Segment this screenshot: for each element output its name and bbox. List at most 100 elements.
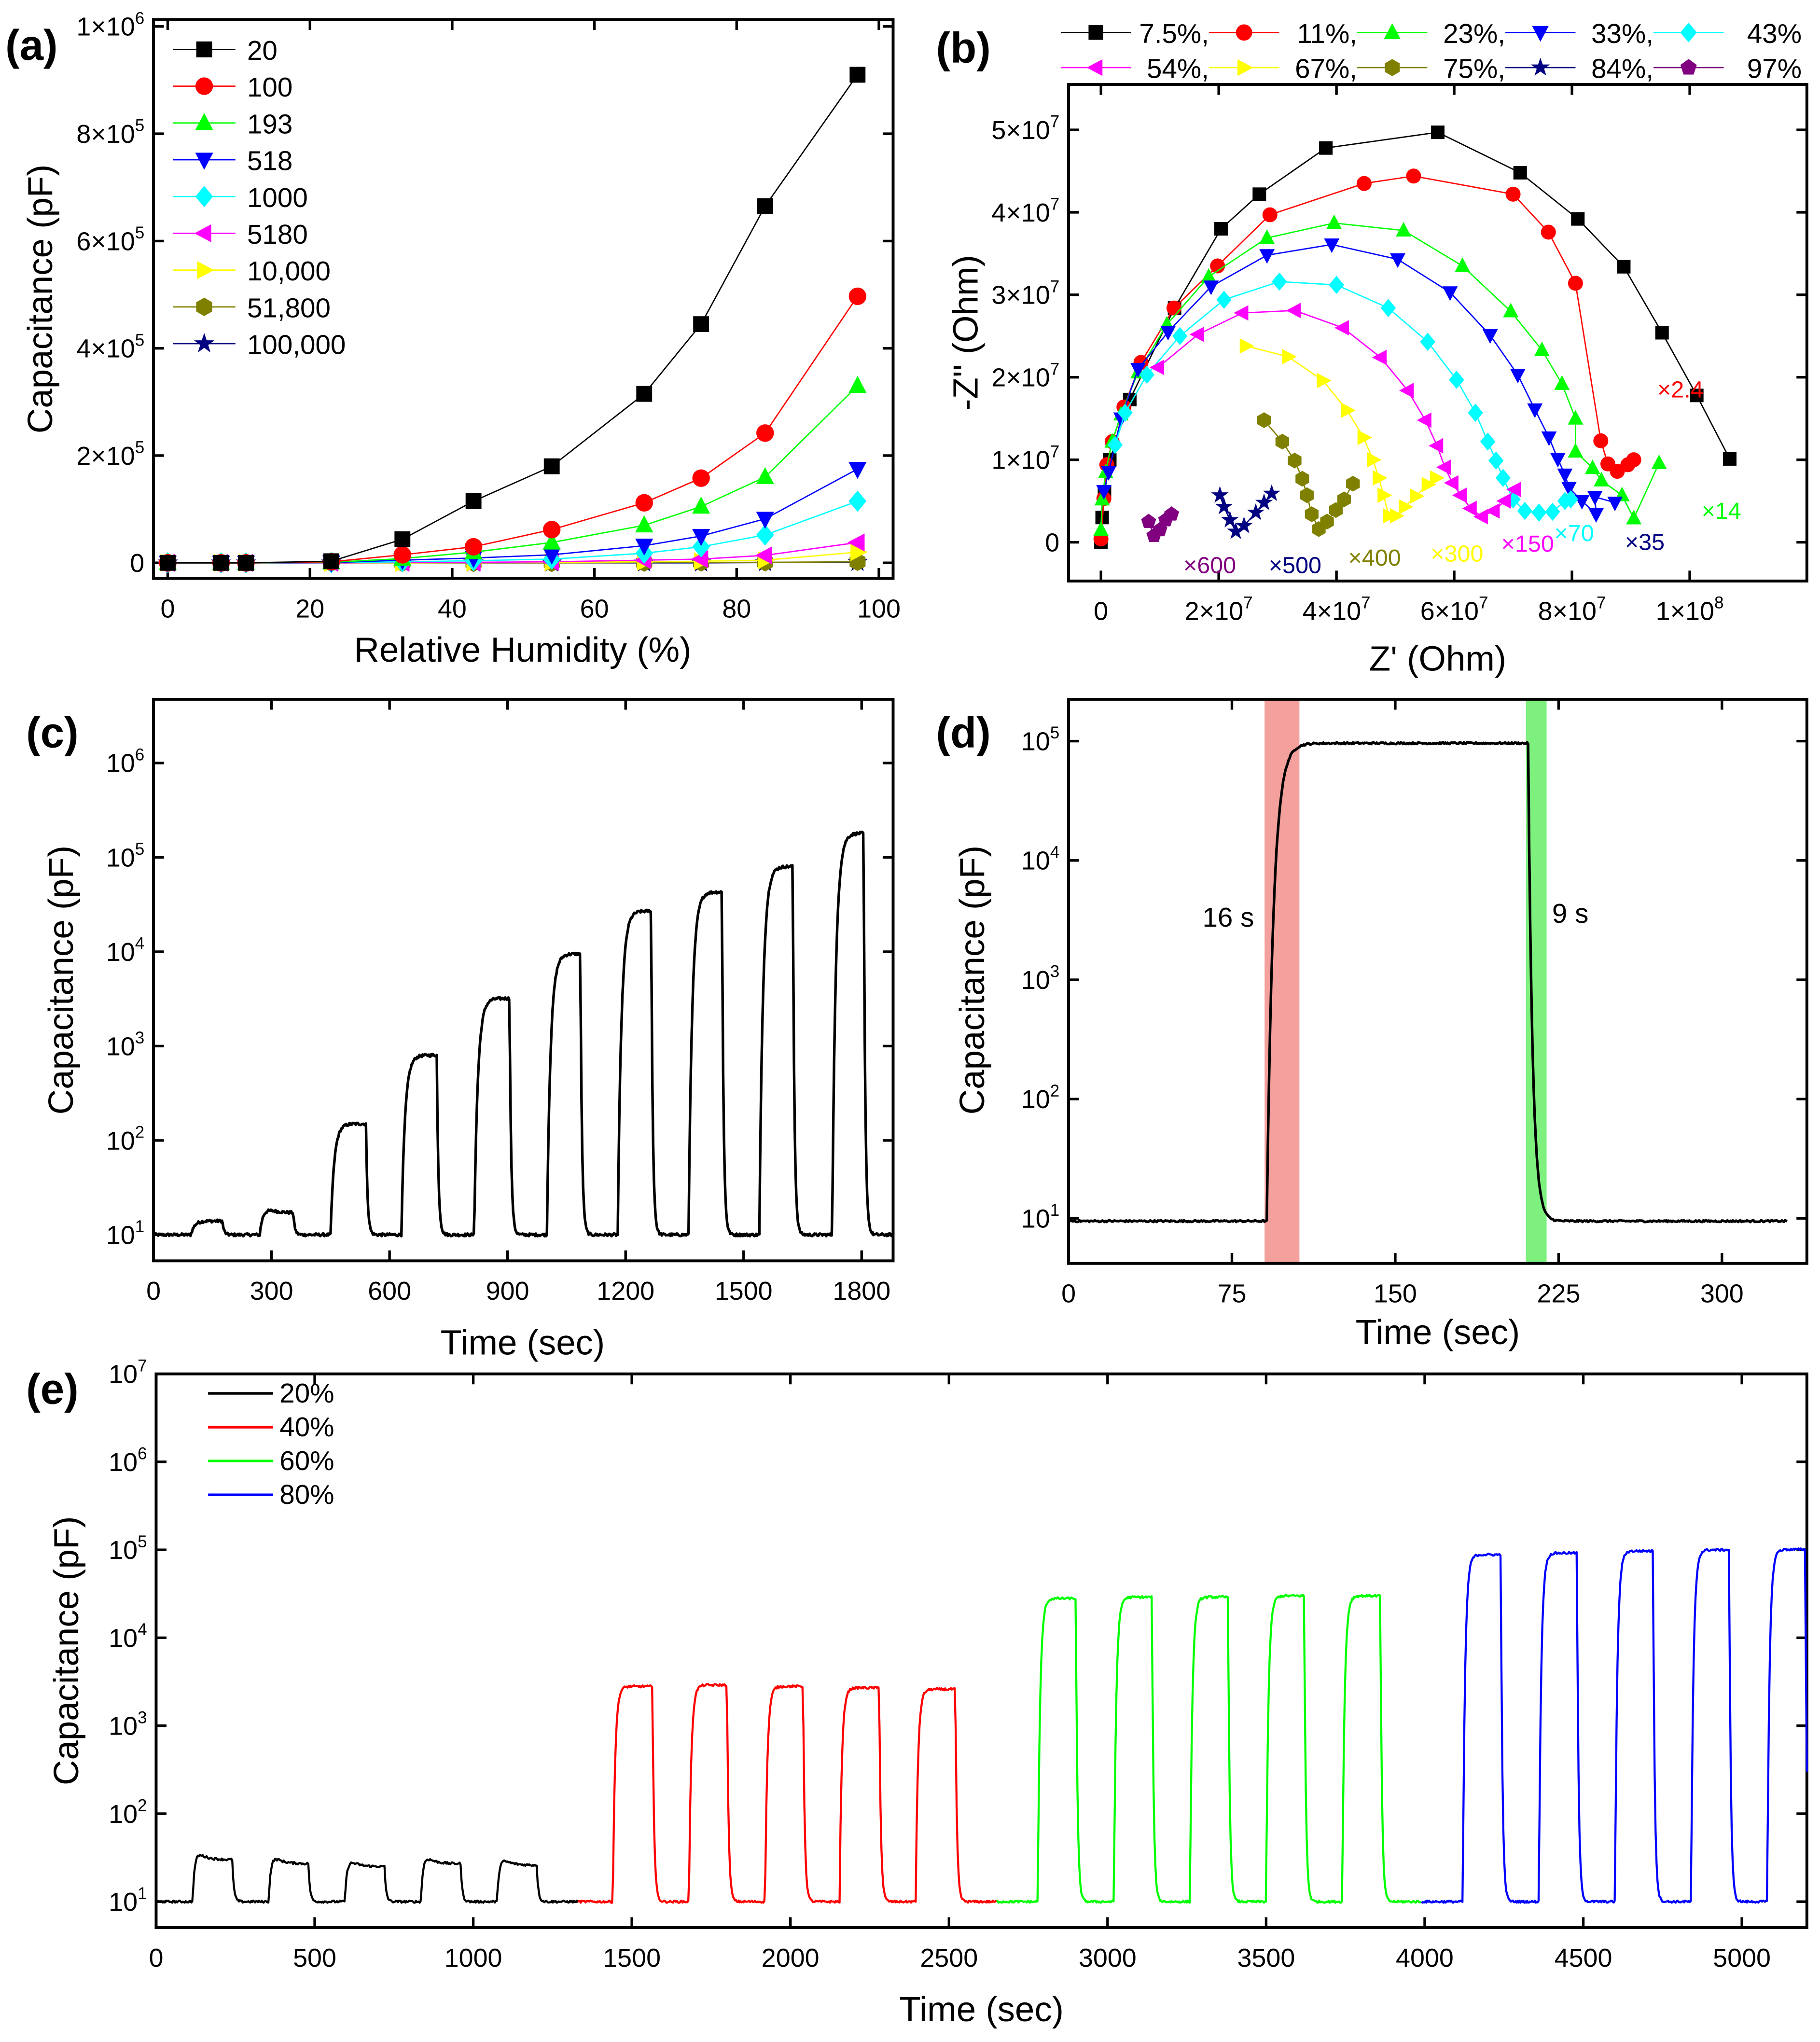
data-point <box>1096 485 1112 500</box>
series-20 <box>160 67 866 571</box>
panel-label-c: (c) <box>26 709 79 757</box>
data-point <box>848 375 867 393</box>
data-point <box>847 533 865 552</box>
legend-entry: 10,000 <box>173 256 331 286</box>
panel-label-a: (a) <box>5 21 58 69</box>
data-point <box>465 493 482 509</box>
y-tick-label: 101 <box>109 1884 147 1917</box>
data-point <box>464 538 483 556</box>
data-point <box>1396 222 1412 237</box>
x-axis-title-a: Relative Humidity (%) <box>354 630 691 669</box>
data-point <box>1262 207 1278 222</box>
data-point <box>1203 280 1219 295</box>
legend-label: 10,000 <box>247 256 331 286</box>
data-point <box>1329 276 1344 294</box>
x-tick-label: 60 <box>580 594 609 623</box>
data-point <box>1373 470 1388 486</box>
x-tick-label: 6×107 <box>1420 593 1488 625</box>
scale-factor-annotation: ×500 <box>1269 553 1321 579</box>
data-point <box>1690 389 1704 403</box>
x-tick-label: 1200 <box>597 1277 654 1306</box>
data-point <box>1341 403 1356 418</box>
scale-factor-annotation: ×300 <box>1431 541 1483 567</box>
scale-factor-annotation: ×150 <box>1501 531 1554 557</box>
panel-label-d: (d) <box>936 709 990 757</box>
data-point <box>692 536 710 557</box>
legend-marker <box>1088 25 1103 40</box>
legend-entry: 7.5%, <box>1060 18 1209 49</box>
data-point <box>1235 516 1253 533</box>
data-point <box>1541 224 1556 240</box>
data-point <box>1550 453 1566 468</box>
data-point <box>1485 503 1500 519</box>
legend-label: 100,000 <box>247 330 346 360</box>
data-point <box>1505 186 1521 202</box>
legend-entry: 100,000 <box>173 330 346 360</box>
x-tick-label: 20 <box>295 594 324 623</box>
series-84 <box>1211 484 1281 539</box>
x-tick-label: 300 <box>1700 1279 1744 1308</box>
data-point <box>1480 432 1496 451</box>
data-point <box>1444 475 1459 491</box>
data-point <box>1607 496 1623 512</box>
legend-entry: 84%, <box>1505 54 1653 84</box>
data-point <box>1255 493 1273 510</box>
data-point <box>1531 503 1547 522</box>
y-tick-label: 102 <box>106 1123 144 1155</box>
data-point <box>1655 326 1669 340</box>
x-tick-label: 500 <box>293 1944 336 1973</box>
y-tick-label: 0 <box>130 549 144 578</box>
data-point <box>1252 187 1266 201</box>
plot-frame <box>152 697 895 1263</box>
y-axis-title-a: Capacitance (pF) <box>21 165 60 434</box>
data-point <box>1571 212 1585 226</box>
panel-e: (e) Time (sec) Capacitance (pF) 0 500 1000… <box>26 1356 1808 2029</box>
legend-label: 33%, <box>1591 18 1653 49</box>
data-point <box>1166 300 1181 316</box>
plot-frame <box>1067 697 1808 1265</box>
legend-entry: 23%, <box>1357 18 1505 49</box>
x-tick-label: 300 <box>250 1277 293 1306</box>
legend-entry: 33%, <box>1505 18 1653 49</box>
x-tick-label: 5000 <box>1713 1944 1771 1973</box>
legend-marker <box>195 77 213 95</box>
y-tick-label: 104 <box>109 1620 147 1653</box>
x-tick-label: 1800 <box>833 1277 890 1306</box>
data-point <box>1468 403 1483 422</box>
legend-marker <box>196 297 212 317</box>
data-point <box>1488 451 1504 470</box>
x-axis-title-b: Z' (Ohm) <box>1369 639 1506 679</box>
data-point <box>692 496 710 514</box>
data-point <box>1568 443 1584 458</box>
data-point <box>1211 486 1229 503</box>
legend-label: 23%, <box>1443 18 1505 49</box>
data-point <box>1503 303 1519 318</box>
data-point <box>1417 412 1431 428</box>
x-axis-title-e: Time (sec) <box>899 1990 1064 2029</box>
trace-40pct <box>577 1683 997 1904</box>
legend-label: 20% <box>279 1378 334 1408</box>
x-tick-label: 1×108 <box>1656 593 1724 625</box>
data-point <box>1377 487 1392 503</box>
data-point <box>1574 495 1590 510</box>
panel-d: (d) Time (sec) Capacitance (pF) 16 s 9 s… <box>936 697 1808 1352</box>
data-point <box>1495 469 1511 487</box>
data-point <box>1324 238 1340 253</box>
data-point <box>1380 299 1396 318</box>
data-point <box>1568 410 1584 425</box>
data-point <box>1337 491 1351 507</box>
data-point <box>1651 454 1667 469</box>
y-tick-label: 103 <box>1021 962 1059 995</box>
data-point <box>1272 272 1287 291</box>
legend-marker <box>1385 59 1400 76</box>
scale-factor-annotation: ×600 <box>1183 553 1236 579</box>
data-point <box>1275 433 1290 450</box>
x-tick-label: 225 <box>1537 1279 1580 1308</box>
legend-label: 43% <box>1747 18 1802 49</box>
legend-entry: 20% <box>208 1378 334 1408</box>
data-point <box>543 458 560 474</box>
series-54 <box>1149 303 1521 525</box>
y-tick-label: 6×105 <box>76 223 144 256</box>
legend-entry: 80% <box>208 1479 334 1510</box>
legend-label: 51,800 <box>247 292 331 323</box>
